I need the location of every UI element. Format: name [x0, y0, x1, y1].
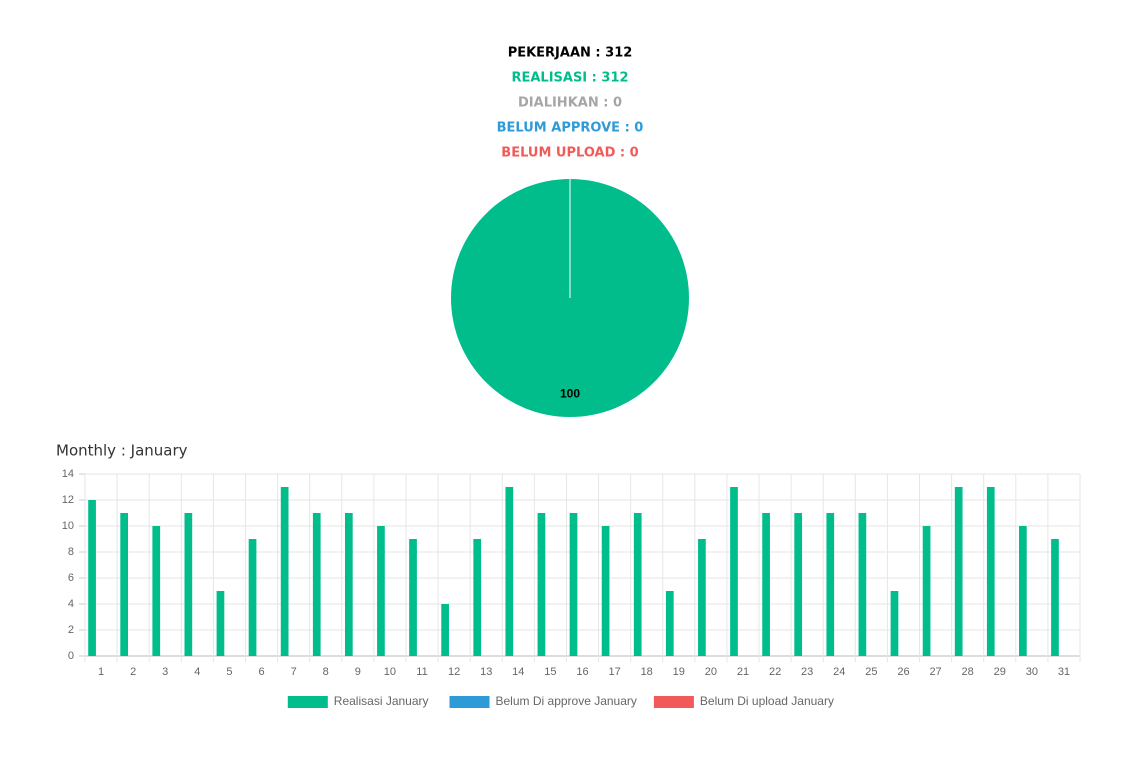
- y-tick-label: 10: [62, 520, 74, 532]
- summary-line: BELUM APPROVE : 0: [497, 121, 644, 136]
- x-tick-label: 5: [226, 666, 232, 678]
- x-tick-label: 31: [1058, 666, 1070, 678]
- legend-label: Belum Di approve January: [496, 694, 637, 708]
- x-tick-label: 26: [897, 666, 909, 678]
- x-tick-label: 19: [673, 666, 685, 678]
- legend-swatch: [653, 696, 694, 708]
- bar: [858, 513, 867, 656]
- x-tick-label: 13: [480, 666, 492, 678]
- x-tick-label: 9: [355, 666, 361, 678]
- x-tick-label: 3: [162, 666, 168, 678]
- x-tick-label: 2: [130, 666, 136, 678]
- legend-label: Belum Di upload January: [700, 694, 834, 708]
- y-tick-label: 12: [62, 494, 74, 506]
- bar: [377, 526, 385, 656]
- x-tick-label: 17: [608, 666, 620, 678]
- x-tick-label: 24: [833, 666, 845, 678]
- x-tick-label: 4: [194, 666, 200, 678]
- bar: [601, 526, 610, 656]
- bar: [409, 539, 417, 656]
- bar: [473, 539, 482, 656]
- y-tick-label: 4: [68, 598, 74, 610]
- summary-line: PEKERJAAN : 312: [508, 46, 633, 61]
- bar: [633, 513, 642, 656]
- x-tick-label: 11: [416, 666, 427, 678]
- summary-line: BELUM UPLOAD : 0: [501, 146, 638, 161]
- bar: [344, 513, 353, 656]
- bar: [441, 604, 449, 656]
- bar: [890, 591, 899, 656]
- x-tick-label: 27: [929, 666, 941, 678]
- summary-line: DIALIHKAN : 0: [518, 96, 622, 111]
- x-tick-label: 7: [291, 666, 297, 678]
- y-tick-label: 6: [68, 572, 74, 584]
- x-tick-label: 28: [962, 666, 974, 678]
- bar: [794, 513, 803, 656]
- legend-label: Realisasi January: [334, 694, 429, 708]
- x-tick-label: 21: [737, 666, 749, 678]
- bar: [569, 513, 578, 656]
- x-tick-label: 23: [801, 666, 813, 678]
- bar: [954, 487, 963, 656]
- legend-swatch: [287, 696, 328, 708]
- y-tick-label: 2: [68, 624, 74, 636]
- x-tick-label: 30: [1026, 666, 1038, 678]
- bar: [88, 500, 96, 656]
- bar: [505, 487, 514, 656]
- x-tick-label: 6: [258, 666, 264, 678]
- bar: [922, 526, 931, 656]
- bar: [216, 591, 225, 656]
- bar: [184, 513, 193, 656]
- x-tick-label: 16: [576, 666, 588, 678]
- y-tick-label: 0: [68, 650, 74, 662]
- bar-title: Monthly : January: [56, 442, 188, 460]
- x-tick-label: 14: [512, 666, 524, 678]
- bar: [1051, 539, 1059, 656]
- x-tick-label: 8: [323, 666, 329, 678]
- y-tick-label: 14: [62, 468, 74, 480]
- bar: [665, 591, 674, 656]
- x-tick-label: 20: [705, 666, 717, 678]
- x-tick-label: 15: [544, 666, 556, 678]
- bar: [1019, 526, 1027, 656]
- x-tick-label: 25: [865, 666, 877, 678]
- bar: [826, 513, 835, 656]
- bar: [730, 487, 738, 656]
- bar: [986, 487, 995, 656]
- bar: [152, 526, 161, 656]
- bar: [312, 513, 321, 656]
- x-tick-label: 12: [448, 666, 460, 678]
- legend-swatch: [449, 696, 490, 708]
- bar: [248, 539, 257, 656]
- x-tick-label: 29: [994, 666, 1006, 678]
- bar: [120, 513, 129, 656]
- bar: [280, 487, 289, 656]
- x-tick-label: 10: [384, 666, 396, 678]
- summary-line: REALISASI : 312: [511, 71, 628, 86]
- bar: [762, 513, 770, 656]
- bar: [537, 513, 546, 656]
- x-tick-label: 18: [641, 666, 653, 678]
- pie-label: 100: [560, 387, 580, 401]
- x-tick-label: 1: [98, 666, 104, 678]
- y-tick-label: 8: [68, 546, 74, 558]
- bar: [698, 539, 706, 656]
- x-tick-label: 22: [769, 666, 781, 678]
